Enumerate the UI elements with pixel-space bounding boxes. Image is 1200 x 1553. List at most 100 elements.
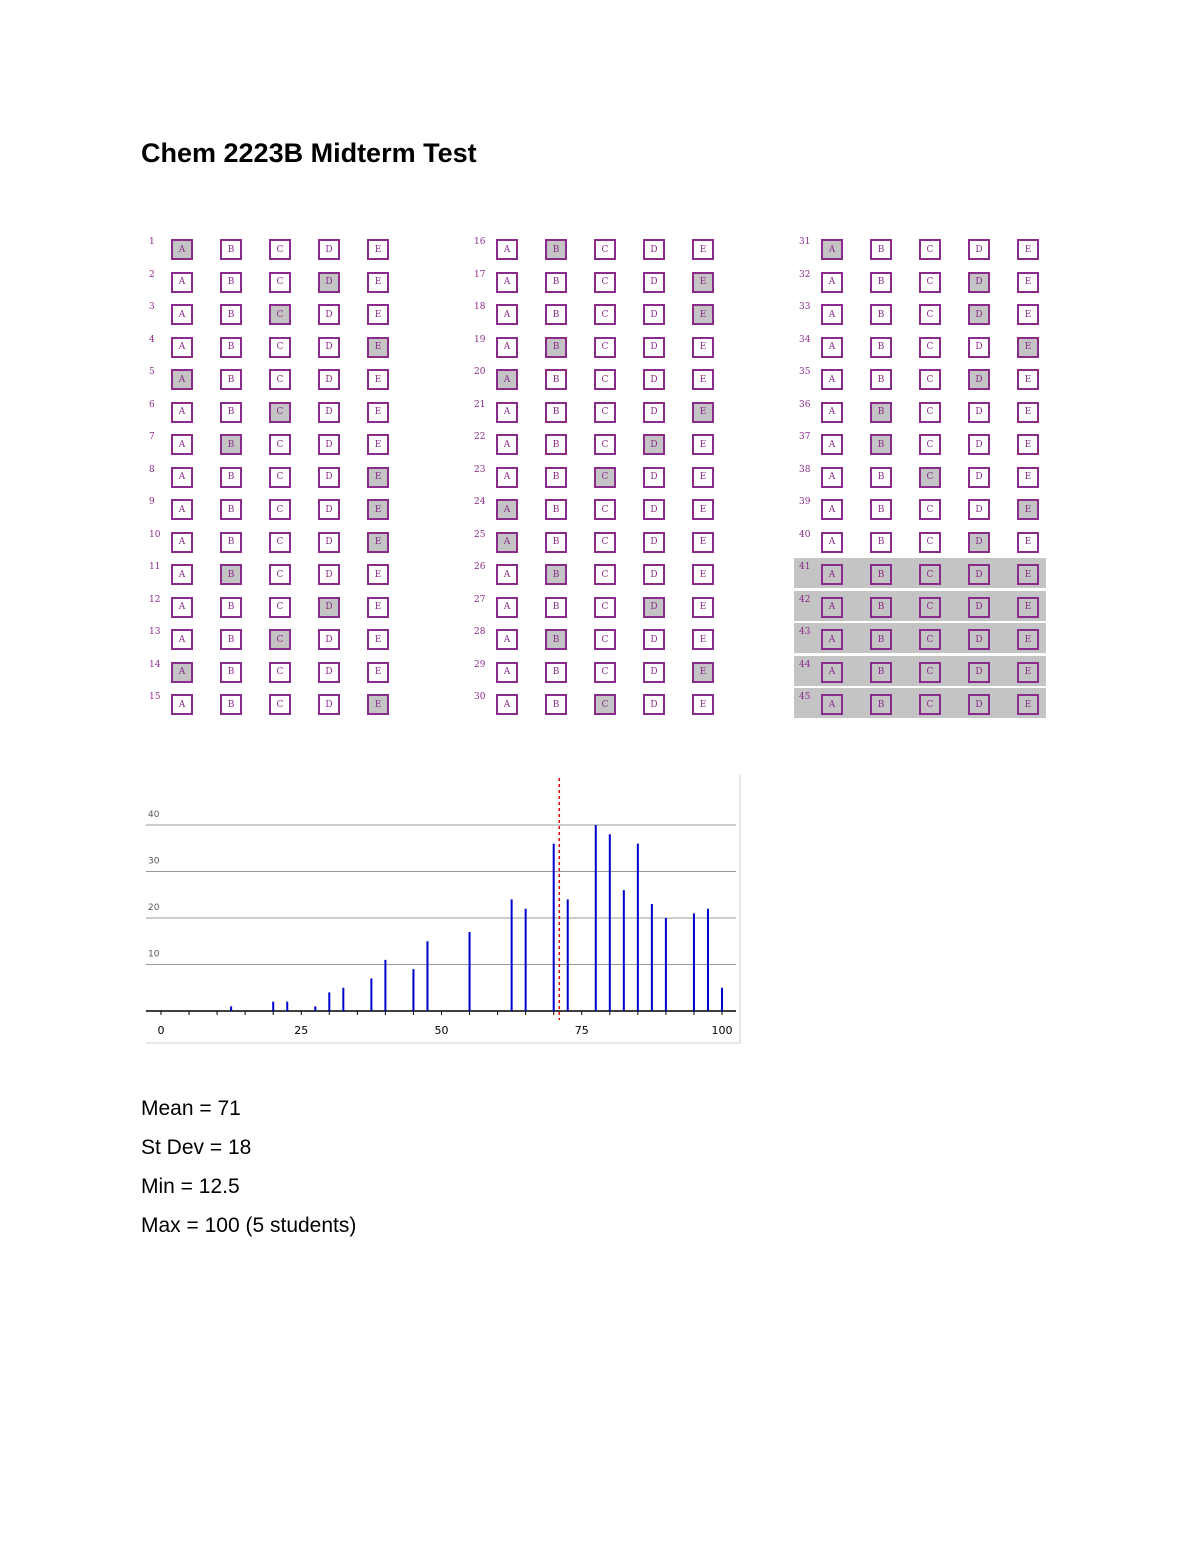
answer-bubble-d: D (643, 271, 665, 293)
question-row: 41 A B C D E (794, 558, 1046, 588)
stat-stdev: St Dev = 18 (141, 1136, 252, 1159)
answer-bubble-c: C (269, 239, 291, 260)
answer-bubble-b: B (545, 239, 567, 260)
answer-bubble-b: B (870, 629, 892, 650)
answer-bubble-a: A (171, 596, 193, 618)
answer-bubble-d: D (968, 239, 990, 260)
answer-bubble-b: B (220, 499, 242, 520)
answer-bubble-b: B (870, 369, 892, 390)
answer-bubble-c: C (919, 401, 941, 423)
answer-bubble-e: E (1017, 499, 1039, 520)
answer-bubble-a: A (171, 369, 193, 390)
answer-bubble-b: B (545, 661, 567, 683)
answer-bubble-b: B (545, 304, 567, 325)
answer-bubble-e: E (367, 336, 389, 358)
question-row: 22 A B C D E (469, 428, 721, 458)
answer-bubble-e: E (692, 401, 714, 423)
answer-bubble-c: C (919, 694, 941, 715)
question-number: 10 (149, 529, 161, 540)
answer-bubble-e: E (692, 369, 714, 390)
answer-bubble-e: E (1017, 304, 1039, 325)
answer-bubble-c: C (594, 369, 616, 390)
answer-bubble-a: A (171, 661, 193, 683)
answer-bubble-b: B (870, 694, 892, 715)
answer-bubble-c: C (594, 596, 616, 618)
answer-bubble-b: B (870, 661, 892, 683)
question-row: 10 A B C D E (144, 526, 396, 556)
question-number: 31 (799, 237, 811, 247)
answer-bubble-c: C (269, 466, 291, 488)
answer-bubble-b: B (870, 466, 892, 488)
answer-bubble-d: D (968, 694, 990, 715)
answer-bubble-c: C (594, 694, 616, 715)
answer-bubble-e: E (1017, 694, 1039, 715)
answer-bubble-e: E (367, 629, 389, 650)
answer-bubble-c: C (919, 336, 941, 358)
answer-bubble-c: C (919, 434, 941, 455)
question-row: 30 A B C D E (469, 688, 721, 718)
question-row: 16 A B C D E (469, 233, 721, 263)
answer-bubble-d: D (318, 434, 340, 455)
answer-bubble-e: E (367, 434, 389, 455)
question-number: 7 (149, 432, 155, 442)
answer-bubble-d: D (643, 466, 665, 488)
answer-bubble-a: A (171, 499, 193, 520)
answer-bubble-b: B (220, 596, 242, 618)
question-row: 23 A B C D E (469, 461, 721, 491)
question-number: 6 (149, 399, 155, 410)
answer-bubble-e: E (1017, 271, 1039, 293)
answer-bubble-c: C (269, 531, 291, 553)
answer-bubble-e: E (692, 271, 714, 293)
question-number: 20 (474, 367, 486, 377)
answer-bubble-d: D (643, 564, 665, 585)
answer-bubble-e: E (1017, 531, 1039, 553)
answer-bubble-b: B (870, 596, 892, 618)
answer-bubble-a: A (496, 369, 518, 390)
x-tick-label: 50 (435, 1024, 449, 1037)
answer-bubble-c: C (594, 531, 616, 553)
answer-bubble-a: A (821, 466, 843, 488)
answer-bubble-b: B (220, 239, 242, 260)
question-row: 15 A B C D E (144, 688, 396, 718)
answer-bubble-d: D (643, 239, 665, 260)
question-row: 43 A B C D E (794, 623, 1046, 653)
answer-bubble-a: A (821, 239, 843, 260)
answer-bubble-e: E (692, 434, 714, 455)
question-row: 4 A B C D E (144, 331, 396, 361)
answer-bubble-b: B (220, 531, 242, 553)
question-number: 9 (149, 497, 155, 507)
answer-bubble-c: C (919, 531, 941, 553)
question-row: 14 A B C D E (144, 656, 396, 686)
answer-bubble-e: E (1017, 661, 1039, 683)
answer-bubble-a: A (496, 499, 518, 520)
answer-bubble-d: D (318, 629, 340, 650)
question-number: 17 (474, 269, 486, 280)
answer-bubble-a: A (821, 564, 843, 585)
question-number: 19 (474, 334, 486, 345)
question-number: 11 (149, 562, 161, 572)
answer-bubble-b: B (870, 336, 892, 358)
question-row: 19 A B C D E (469, 331, 721, 361)
answer-bubble-e: E (692, 564, 714, 585)
question-row: 25 A B C D E (469, 526, 721, 556)
answer-bubble-a: A (821, 304, 843, 325)
question-number: 30 (474, 692, 486, 702)
answer-bubble-b: B (220, 401, 242, 423)
answer-bubble-c: C (919, 369, 941, 390)
answer-bubble-e: E (692, 531, 714, 553)
answer-bubble-b: B (220, 564, 242, 585)
answer-bubble-a: A (821, 694, 843, 715)
answer-bubble-e: E (692, 304, 714, 325)
answer-bubble-c: C (919, 239, 941, 260)
answer-bubble-a: A (171, 336, 193, 358)
answer-bubble-e: E (1017, 401, 1039, 423)
answer-bubble-e: E (692, 239, 714, 260)
question-number: 42 (799, 594, 811, 605)
question-row: 39 A B C D E (794, 493, 1046, 523)
answer-bubble-d: D (318, 369, 340, 390)
answer-bubble-b: B (220, 466, 242, 488)
answer-bubble-a: A (171, 239, 193, 260)
answer-bubble-c: C (594, 271, 616, 293)
answer-bubble-b: B (545, 336, 567, 358)
question-number: 35 (799, 367, 811, 377)
